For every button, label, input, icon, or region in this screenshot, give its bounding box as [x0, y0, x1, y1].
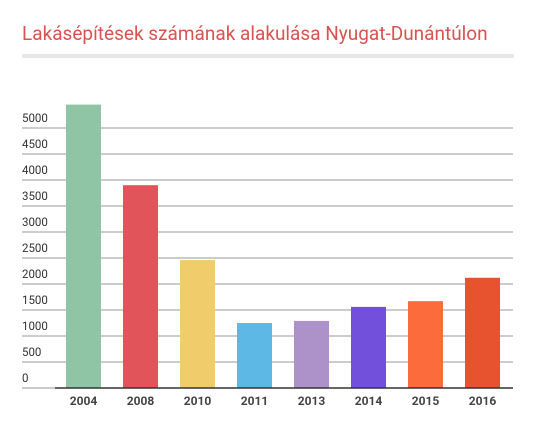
- chart-title: Lakásépítések számának alakulása Nyugat-…: [22, 22, 488, 45]
- y-tick-label: 1000: [22, 319, 48, 333]
- y-tick-label: 4500: [22, 137, 48, 151]
- bar: [123, 185, 158, 388]
- y-tick-label: 2500: [22, 241, 48, 255]
- y-tick-label: 500: [22, 345, 41, 359]
- bar: [180, 260, 215, 388]
- y-tick-label: 2000: [22, 267, 48, 281]
- x-tick-label: 2004: [70, 394, 98, 408]
- x-tick-label: 2015: [412, 394, 440, 408]
- bar: [66, 104, 101, 388]
- x-tick-label: 2016: [469, 394, 497, 408]
- title-rule: [22, 54, 514, 58]
- y-tick-label: 4000: [22, 163, 48, 177]
- bar: [294, 320, 329, 388]
- y-tick-label: 5000: [22, 111, 48, 125]
- x-tick-label: 2013: [298, 394, 326, 408]
- x-tick-label: 2014: [355, 394, 383, 408]
- y-tick-label: 3500: [22, 189, 48, 203]
- bar: [408, 301, 443, 388]
- y-tick-label: 1500: [22, 293, 48, 307]
- y-tick-label: 0: [22, 371, 28, 385]
- x-tick-label: 2008: [127, 394, 155, 408]
- bar: [351, 306, 386, 388]
- x-tick-label: 2010: [184, 394, 212, 408]
- x-tick-label: 2011: [241, 394, 269, 408]
- y-tick-label: 3000: [22, 215, 48, 229]
- bar: [237, 323, 272, 388]
- bar: [465, 277, 500, 388]
